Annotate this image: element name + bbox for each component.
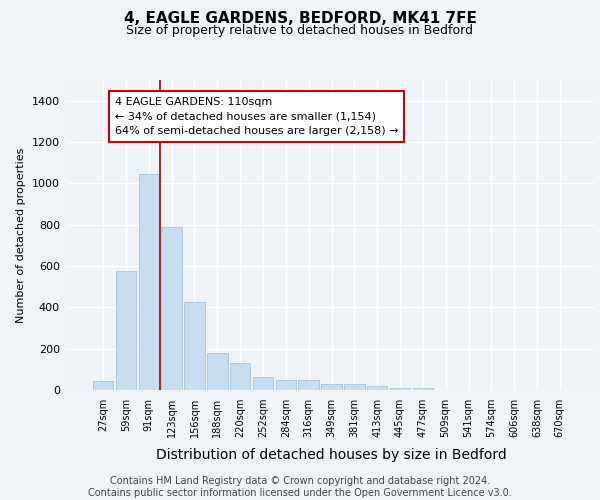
Bar — [390, 388, 410, 390]
Bar — [230, 363, 250, 390]
Bar — [184, 302, 205, 390]
Text: Size of property relative to detached houses in Bedford: Size of property relative to detached ho… — [127, 24, 473, 37]
X-axis label: Distribution of detached houses by size in Bedford: Distribution of detached houses by size … — [156, 448, 507, 462]
Bar — [321, 384, 342, 390]
Bar — [161, 226, 182, 390]
Bar — [116, 271, 136, 390]
Bar — [139, 174, 159, 390]
Text: Contains HM Land Registry data © Crown copyright and database right 2024.
Contai: Contains HM Land Registry data © Crown c… — [88, 476, 512, 498]
Y-axis label: Number of detached properties: Number of detached properties — [16, 148, 26, 322]
Bar — [344, 384, 365, 390]
Bar — [298, 380, 319, 390]
Text: 4, EAGLE GARDENS, BEDFORD, MK41 7FE: 4, EAGLE GARDENS, BEDFORD, MK41 7FE — [124, 11, 476, 26]
Bar — [367, 386, 388, 390]
Bar — [413, 388, 433, 390]
Bar — [207, 353, 227, 390]
Bar — [93, 380, 113, 390]
Bar — [253, 376, 273, 390]
Bar — [275, 380, 296, 390]
Text: 4 EAGLE GARDENS: 110sqm
← 34% of detached houses are smaller (1,154)
64% of semi: 4 EAGLE GARDENS: 110sqm ← 34% of detache… — [115, 96, 398, 136]
